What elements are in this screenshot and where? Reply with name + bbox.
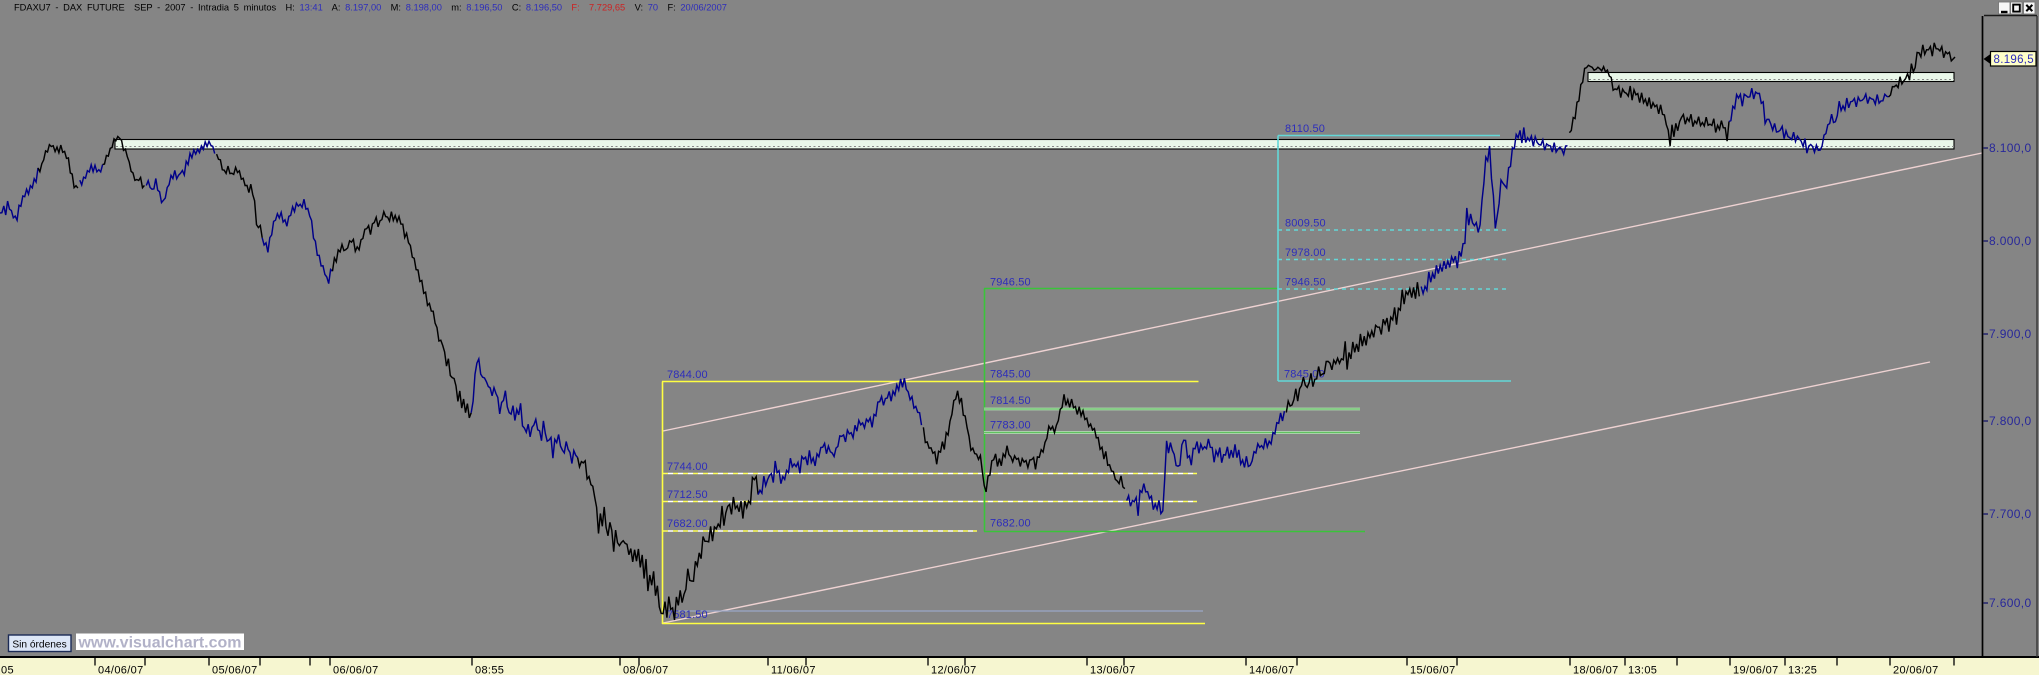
svg-text:19/06/07: 19/06/07 — [1733, 665, 1779, 675]
svg-text:11/06/07: 11/06/07 — [771, 665, 816, 675]
svg-text:13/06/07: 13/06/07 — [1090, 665, 1136, 675]
svg-text:12/06/07: 12/06/07 — [931, 665, 977, 675]
svg-text:05/06/07: 05/06/07 — [212, 665, 258, 675]
svg-text:7.700,0: 7.700,0 — [1989, 507, 2032, 521]
svg-text:8.000,0: 8.000,0 — [1989, 234, 2032, 248]
svg-text:8.100,0: 8.100,0 — [1989, 141, 2032, 155]
svg-text:20/06/07: 20/06/07 — [1893, 665, 1939, 675]
svg-text:04/06/07: 04/06/07 — [98, 665, 144, 675]
svg-text:13:05: 13:05 — [1628, 665, 1657, 675]
svg-text:14/06/07: 14/06/07 — [1249, 665, 1295, 675]
svg-text:7712.50: 7712.50 — [667, 489, 708, 501]
svg-text:FDAXU7 - DAX FUTURE SEP - 200: FDAXU7 - DAX FUTURE SEP - 2007 - Intradi… — [14, 3, 727, 13]
svg-text:7978.00: 7978.00 — [1285, 247, 1326, 259]
svg-text:08:55: 08:55 — [475, 665, 504, 675]
svg-text:7946.50: 7946.50 — [990, 277, 1031, 289]
svg-text:13:25: 13:25 — [1788, 665, 1817, 675]
svg-text:7744.00: 7744.00 — [667, 461, 708, 473]
svg-text:18/06/07: 18/06/07 — [1573, 665, 1619, 675]
svg-text:7946.50: 7946.50 — [1285, 277, 1326, 289]
svg-text:15/06/07: 15/06/07 — [1410, 665, 1456, 675]
svg-text:8009.50: 8009.50 — [1285, 218, 1326, 230]
svg-text:7.800,0: 7.800,0 — [1989, 414, 2032, 428]
svg-text:08/06/07: 08/06/07 — [623, 665, 669, 675]
svg-text:06/06/07: 06/06/07 — [333, 665, 379, 675]
svg-text:www.visualchart.com: www.visualchart.com — [77, 635, 241, 652]
svg-text:7844.00: 7844.00 — [667, 369, 708, 381]
svg-text:7814.50: 7814.50 — [990, 395, 1031, 407]
svg-text:05: 05 — [1, 665, 14, 675]
svg-text:7.600,0: 7.600,0 — [1989, 596, 2032, 610]
svg-text:7581.50: 7581.50 — [667, 609, 708, 621]
svg-text:8.196,5: 8.196,5 — [1994, 54, 2034, 66]
svg-text:7.900,0: 7.900,0 — [1989, 327, 2032, 341]
svg-text:7682.00: 7682.00 — [990, 518, 1031, 530]
svg-text:8110.50: 8110.50 — [1285, 123, 1325, 135]
svg-text:7783.00: 7783.00 — [990, 420, 1031, 432]
svg-text:7845.00: 7845.00 — [1284, 369, 1325, 381]
svg-text:7682.00: 7682.00 — [667, 518, 708, 530]
svg-text:7845.00: 7845.00 — [990, 369, 1031, 381]
svg-text:Sin órdenes: Sin órdenes — [12, 640, 66, 651]
